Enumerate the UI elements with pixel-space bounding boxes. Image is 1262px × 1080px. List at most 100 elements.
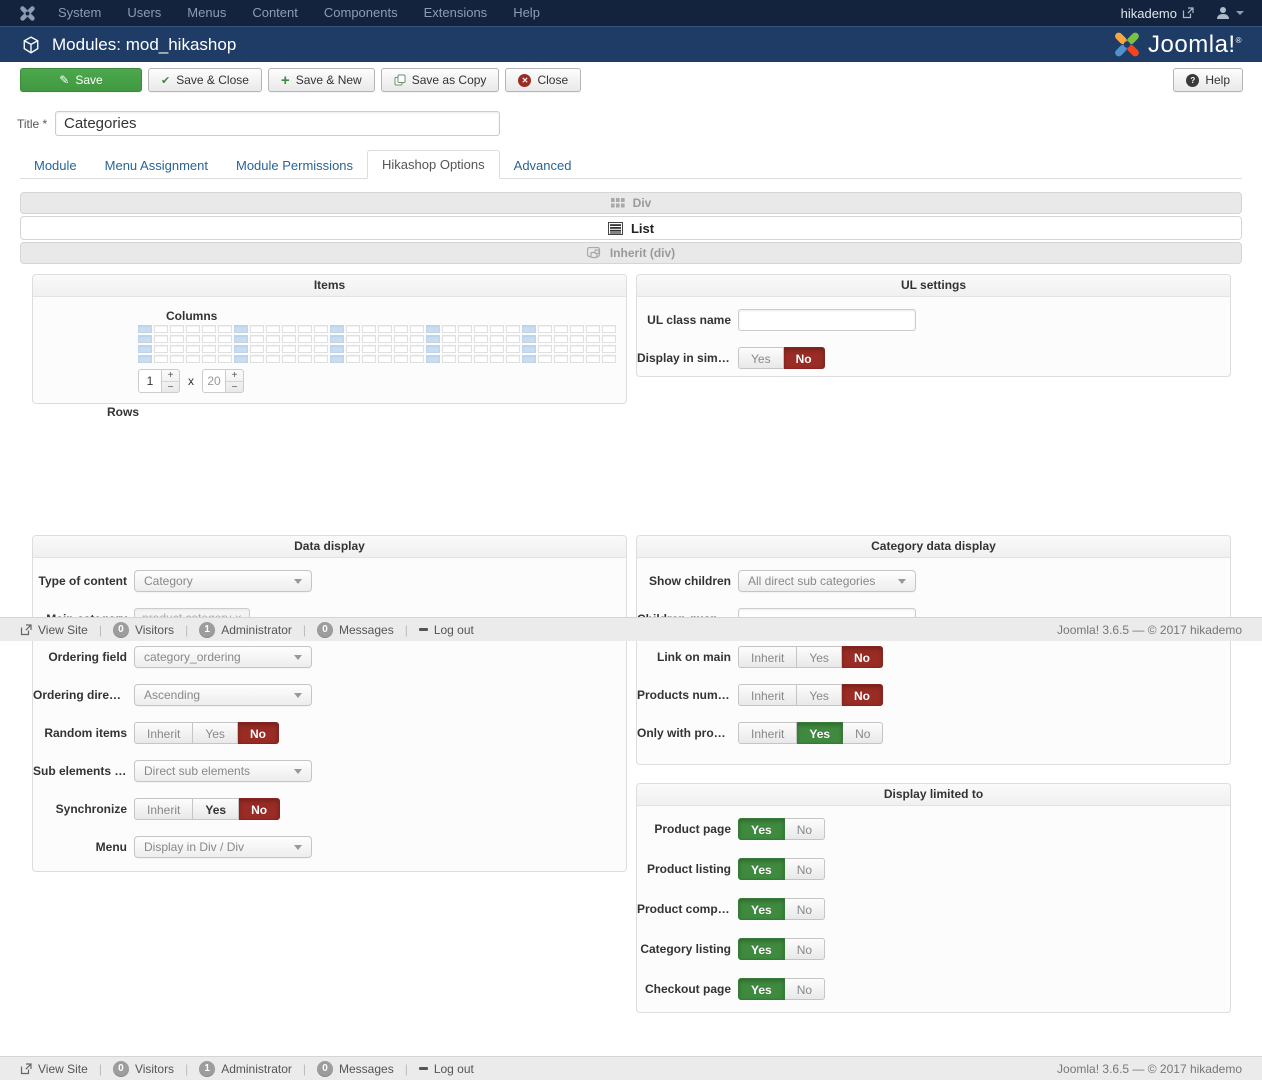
grid-cell[interactable] bbox=[138, 335, 152, 343]
grid-cell[interactable] bbox=[570, 345, 584, 353]
grid-cell[interactable] bbox=[442, 335, 456, 343]
grid-cell[interactable] bbox=[282, 355, 296, 363]
grid-cell[interactable] bbox=[506, 345, 520, 353]
grid-cell[interactable] bbox=[298, 325, 312, 333]
grid-cell[interactable] bbox=[458, 335, 472, 343]
grid-cell[interactable] bbox=[410, 345, 424, 353]
grid-cell[interactable] bbox=[554, 335, 568, 343]
only-with-products-option-yes[interactable]: Yes bbox=[797, 722, 843, 744]
grid-cell[interactable] bbox=[170, 325, 184, 333]
grid-cell[interactable] bbox=[570, 355, 584, 363]
grid-cell[interactable] bbox=[234, 335, 248, 343]
save-copy-button[interactable]: Save as Copy bbox=[381, 68, 500, 92]
grid-cell[interactable] bbox=[378, 345, 392, 353]
grid-cell[interactable] bbox=[474, 345, 488, 353]
grid-cell[interactable] bbox=[490, 335, 504, 343]
grid-cell[interactable] bbox=[522, 345, 536, 353]
grid-cell[interactable] bbox=[362, 355, 376, 363]
category-listing-option-yes[interactable]: Yes bbox=[738, 938, 785, 960]
grid-cell[interactable] bbox=[234, 345, 248, 353]
grid-cell[interactable] bbox=[202, 325, 216, 333]
grid-cell[interactable] bbox=[538, 355, 552, 363]
grid-cell[interactable] bbox=[234, 355, 248, 363]
rows-decrement-button[interactable]: − bbox=[162, 382, 179, 393]
tab-advanced[interactable]: Advanced bbox=[500, 152, 586, 179]
only-with-products-option-no[interactable]: No bbox=[843, 722, 883, 744]
grid-cell[interactable] bbox=[170, 345, 184, 353]
random-items-option-yes[interactable]: Yes bbox=[193, 722, 238, 744]
grid-cell[interactable] bbox=[522, 335, 536, 343]
grid-cell[interactable] bbox=[250, 355, 264, 363]
sub-elements-filter-select[interactable]: Direct sub elements bbox=[134, 760, 312, 782]
random-items-option-inherit[interactable]: Inherit bbox=[134, 722, 193, 744]
grid-cell[interactable] bbox=[410, 325, 424, 333]
grid-cell[interactable] bbox=[538, 335, 552, 343]
type-of-content-select[interactable]: Category bbox=[134, 570, 312, 592]
product-page-option-no[interactable]: No bbox=[785, 818, 825, 840]
columns-value-input[interactable] bbox=[202, 369, 226, 393]
grid-cell[interactable] bbox=[554, 325, 568, 333]
user-menu-toggle[interactable] bbox=[1216, 6, 1244, 20]
grid-cell[interactable] bbox=[186, 355, 200, 363]
columns-increment-button[interactable]: + bbox=[226, 370, 243, 382]
grid-cell[interactable] bbox=[218, 345, 232, 353]
grid-cell[interactable] bbox=[442, 345, 456, 353]
grid-cell[interactable] bbox=[426, 345, 440, 353]
link-on-main-option-inherit[interactable]: Inherit bbox=[738, 646, 797, 668]
menu-extensions[interactable]: Extensions bbox=[411, 0, 501, 26]
grid-cell[interactable] bbox=[362, 345, 376, 353]
logout-link[interactable]: Log out bbox=[419, 1062, 474, 1076]
grid-cell[interactable] bbox=[602, 355, 616, 363]
grid-cell[interactable] bbox=[314, 335, 328, 343]
grid-cell[interactable] bbox=[138, 345, 152, 353]
grid-cell[interactable] bbox=[394, 335, 408, 343]
product-listing-option-no[interactable]: No bbox=[785, 858, 825, 880]
link-on-main-option-yes[interactable]: Yes bbox=[797, 646, 842, 668]
grid-cell[interactable] bbox=[266, 325, 280, 333]
synchronize-option-no[interactable]: No bbox=[239, 798, 280, 820]
grid-cell[interactable] bbox=[314, 345, 328, 353]
category-listing-option-no[interactable]: No bbox=[785, 938, 825, 960]
checkout-page-option-no[interactable]: No bbox=[785, 978, 825, 1000]
grid-cell[interactable] bbox=[586, 325, 600, 333]
close-button[interactable]: ✕ Close bbox=[505, 68, 581, 92]
menu-select[interactable]: Display in Div / Div bbox=[134, 836, 312, 858]
administrator-link[interactable]: 1Administrator bbox=[199, 1061, 292, 1077]
grid-cell[interactable] bbox=[410, 335, 424, 343]
grid-cell[interactable] bbox=[330, 325, 344, 333]
menu-menus[interactable]: Menus bbox=[174, 0, 239, 26]
visitors-link[interactable]: 0Visitors bbox=[113, 622, 174, 638]
display-in-simple-option-no[interactable]: No bbox=[784, 347, 825, 369]
grid-cell[interactable] bbox=[506, 325, 520, 333]
grid-cell[interactable] bbox=[554, 355, 568, 363]
save-button[interactable]: ✎ Save bbox=[20, 68, 142, 92]
grid-cell[interactable] bbox=[394, 345, 408, 353]
logout-link[interactable]: Log out bbox=[419, 623, 474, 637]
grid-cell[interactable] bbox=[266, 355, 280, 363]
grid-cell[interactable] bbox=[474, 355, 488, 363]
display-in-simple-option-yes[interactable]: Yes bbox=[738, 347, 784, 369]
grid-cell[interactable] bbox=[458, 345, 472, 353]
grid-cell[interactable] bbox=[410, 355, 424, 363]
product-compare-option-no[interactable]: No bbox=[785, 898, 825, 920]
grid-cell[interactable] bbox=[554, 345, 568, 353]
grid-cell[interactable] bbox=[586, 355, 600, 363]
grid-cell[interactable] bbox=[378, 325, 392, 333]
grid-cell[interactable] bbox=[586, 345, 600, 353]
tab-hikashop-options[interactable]: Hikashop Options bbox=[367, 150, 500, 179]
tab-menu-assignment[interactable]: Menu Assignment bbox=[91, 152, 222, 179]
messages-link[interactable]: 0Messages bbox=[317, 622, 394, 638]
grid-cell[interactable] bbox=[346, 335, 360, 343]
grid-cell[interactable] bbox=[474, 325, 488, 333]
mode-div[interactable]: Div bbox=[20, 192, 1242, 214]
grid-cell[interactable] bbox=[602, 325, 616, 333]
grid-cell[interactable] bbox=[218, 335, 232, 343]
link-on-main-option-no[interactable]: No bbox=[842, 646, 883, 668]
grid-cell[interactable] bbox=[362, 325, 376, 333]
random-items-option-no[interactable]: No bbox=[238, 722, 279, 744]
grid-cell[interactable] bbox=[346, 345, 360, 353]
menu-content[interactable]: Content bbox=[239, 0, 311, 26]
grid-cell[interactable] bbox=[234, 325, 248, 333]
grid-cell[interactable] bbox=[218, 325, 232, 333]
help-button[interactable]: ? Help bbox=[1173, 68, 1243, 92]
